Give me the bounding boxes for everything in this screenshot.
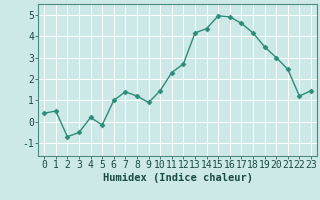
X-axis label: Humidex (Indice chaleur): Humidex (Indice chaleur) [103, 173, 252, 183]
